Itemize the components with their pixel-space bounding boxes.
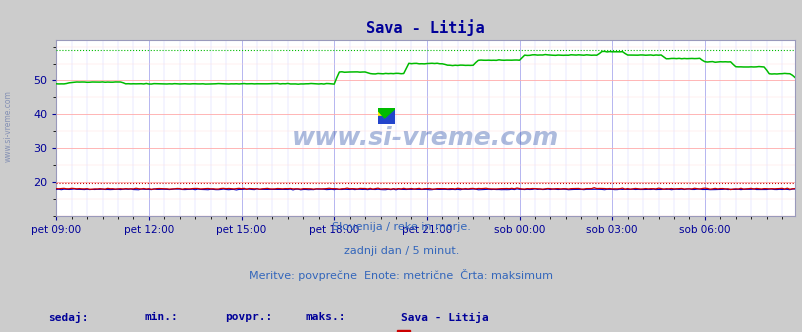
Text: sedaj:: sedaj:: [48, 312, 88, 323]
Text: povpr.:: povpr.:: [225, 312, 272, 322]
Polygon shape: [377, 109, 395, 118]
Bar: [377, 109, 386, 117]
Text: www.si-vreme.com: www.si-vreme.com: [292, 126, 558, 150]
Bar: [377, 117, 395, 124]
Text: min.:: min.:: [144, 312, 178, 322]
Text: maks.:: maks.:: [305, 312, 345, 322]
Title: Sava - Litija: Sava - Litija: [366, 19, 484, 36]
Text: zadnji dan / 5 minut.: zadnji dan / 5 minut.: [343, 246, 459, 256]
Text: Sava - Litija: Sava - Litija: [401, 312, 488, 323]
Bar: [386, 109, 395, 117]
Text: Meritve: povprečne  Enote: metrične  Črta: maksimum: Meritve: povprečne Enote: metrične Črta:…: [249, 269, 553, 281]
Text: www.si-vreme.com: www.si-vreme.com: [4, 90, 13, 162]
Text: Slovenija / reke in morje.: Slovenija / reke in morje.: [332, 222, 470, 232]
